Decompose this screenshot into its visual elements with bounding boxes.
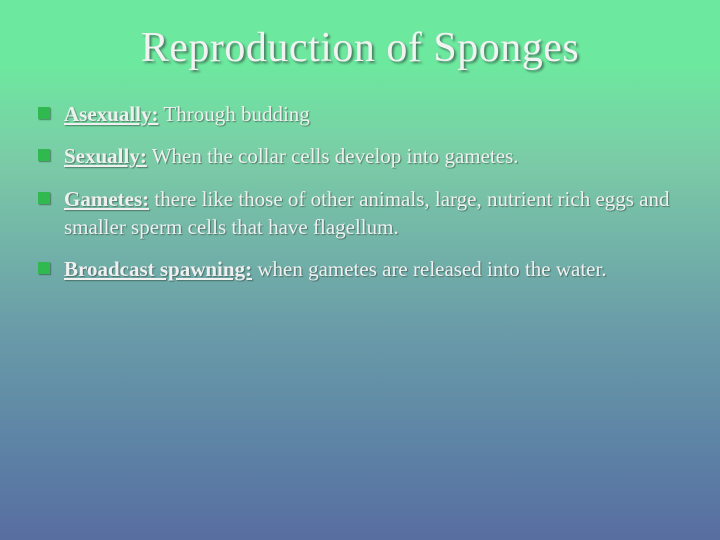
- term-description: Through budding: [159, 102, 310, 126]
- term-description: When the collar cells develop into gamet…: [147, 144, 519, 168]
- term-description: there like those of other animals, large…: [64, 187, 670, 239]
- list-item: Asexually: Through budding: [36, 100, 692, 128]
- list-item: Sexually: When the collar cells develop …: [36, 142, 692, 170]
- list-item: Gametes: there like those of other anima…: [36, 185, 692, 242]
- bullet-list: Asexually: Through budding Sexually: Whe…: [28, 100, 692, 284]
- term-description: when gametes are released into the water…: [252, 257, 607, 281]
- term: Sexually:: [64, 144, 147, 168]
- slide: Reproduction of Sponges Asexually: Throu…: [0, 0, 720, 540]
- term: Gametes:: [64, 187, 149, 211]
- list-item: Broadcast spawning: when gametes are rel…: [36, 255, 692, 283]
- term: Broadcast spawning:: [64, 257, 252, 281]
- term: Asexually:: [64, 102, 159, 126]
- slide-title: Reproduction of Sponges: [28, 24, 692, 72]
